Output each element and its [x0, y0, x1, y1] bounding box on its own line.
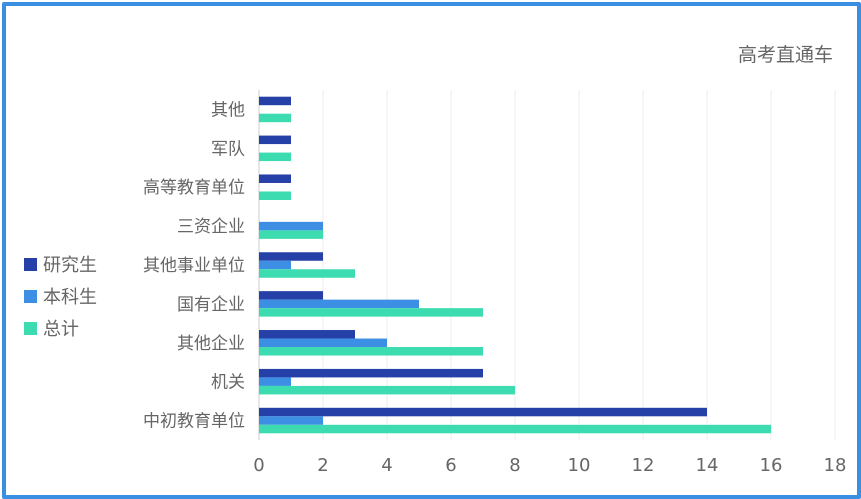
- bar-总计-其他: [259, 113, 291, 123]
- y-tick-label: 机关: [211, 373, 245, 393]
- bar-总计-中初教育单位: [259, 424, 771, 434]
- bar-本科生-三资企业: [259, 221, 323, 231]
- x-tick-label: 18: [824, 455, 847, 476]
- bar-总计-国有企业: [259, 308, 483, 317]
- legend-item[interactable]: 本科生: [24, 280, 97, 312]
- x-tick-label: 6: [445, 455, 456, 476]
- y-tick-label: 军队: [211, 139, 245, 159]
- legend-label: 研究生: [43, 255, 97, 276]
- y-tick-label: 其他: [211, 100, 245, 120]
- legend: 研究生 本科生 总计: [24, 248, 97, 344]
- bar-研究生-国有企业: [259, 291, 323, 300]
- bar-总计-其他事业单位: [259, 269, 355, 278]
- x-tick-label: 0: [253, 455, 264, 476]
- y-tick-label: 其他企业: [177, 334, 245, 354]
- x-tick-label: 8: [509, 455, 520, 476]
- bar-本科生-其他企业: [259, 338, 387, 348]
- bar-本科生-其他事业单位: [259, 260, 291, 270]
- legend-swatch: [24, 289, 37, 303]
- legend-label: 本科生: [43, 287, 97, 308]
- bar-研究生-其他企业: [259, 330, 355, 339]
- bar-研究生-军队: [259, 135, 291, 145]
- legend-item[interactable]: 总计: [24, 312, 97, 344]
- bar-研究生-其他事业单位: [259, 252, 323, 261]
- bar-研究生-机关: [259, 368, 483, 378]
- bar-研究生-高等教育单位: [259, 174, 291, 183]
- bar-总计-高等教育单位: [259, 191, 291, 200]
- x-tick-label: 2: [317, 455, 328, 476]
- bar-本科生-机关: [259, 377, 291, 386]
- x-tick-label: 4: [381, 455, 392, 476]
- y-tick-label: 其他事业单位: [143, 256, 245, 276]
- legend-label: 总计: [43, 319, 79, 340]
- bar-总计-三资企业: [259, 230, 323, 239]
- y-tick-label: 三资企业: [177, 217, 245, 237]
- bar-总计-机关: [259, 385, 515, 395]
- watermark: 高考直通车: [737, 44, 833, 66]
- bar-研究生-中初教育单位: [259, 407, 707, 417]
- bar-本科生-中初教育单位: [259, 416, 323, 425]
- y-tick-label: 高等教育单位: [143, 178, 245, 198]
- bar-研究生-其他: [259, 96, 291, 106]
- bar-本科生-国有企业: [259, 299, 419, 309]
- y-tick-label: 中初教育单位: [143, 412, 245, 432]
- bar-总计-军队: [259, 152, 291, 162]
- legend-item[interactable]: 研究生: [24, 248, 97, 280]
- bar-总计-其他企业: [259, 347, 483, 356]
- legend-swatch: [24, 321, 37, 335]
- x-tick-label: 12: [632, 455, 655, 476]
- legend-swatch: [24, 257, 37, 271]
- x-tick-label: 14: [696, 455, 719, 476]
- x-tick-label: 16: [760, 455, 783, 476]
- y-tick-label: 国有企业: [177, 295, 245, 315]
- x-tick-label: 10: [568, 455, 591, 476]
